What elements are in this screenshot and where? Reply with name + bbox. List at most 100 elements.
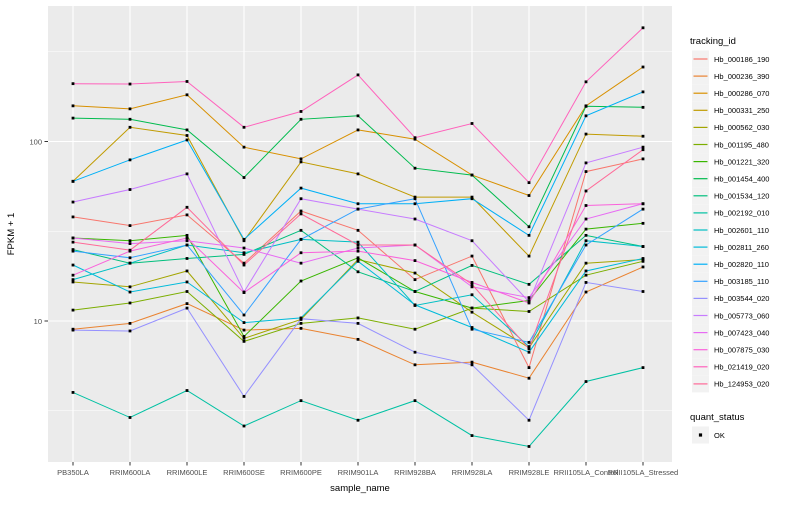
data-point (242, 339, 246, 343)
y-tick-label: 100 (29, 137, 42, 146)
legend-label-Hb_021419_020: Hb_021419_020 (714, 363, 769, 372)
data-point (299, 279, 303, 283)
data-point (128, 107, 132, 111)
data-point (242, 336, 246, 340)
legend-label-Hb_002192_010: Hb_002192_010 (714, 209, 769, 218)
data-point (242, 313, 246, 317)
data-point (299, 251, 303, 255)
data-point (185, 93, 189, 97)
data-point (185, 134, 189, 137)
data-point (128, 158, 132, 162)
data-point (299, 317, 303, 321)
data-point (527, 340, 531, 344)
data-point (527, 225, 531, 229)
data-point (299, 186, 303, 190)
data-point (128, 117, 132, 121)
legend-label-Hb_002601_110: Hb_002601_110 (714, 226, 769, 235)
data-point (185, 389, 189, 392)
data-point (242, 251, 246, 255)
data-point (584, 132, 588, 136)
data-point (356, 202, 360, 206)
data-point (242, 261, 246, 265)
data-point (641, 90, 645, 94)
data-point (641, 366, 645, 370)
data-point (584, 281, 588, 284)
legend-label-Hb_002811_260: Hb_002811_260 (714, 243, 769, 252)
data-point (584, 204, 588, 207)
data-point (356, 128, 360, 132)
data-point (584, 161, 588, 165)
x-tick-label: RRIM901LA (338, 468, 379, 477)
legend-title-quant-status: quant_status (690, 412, 745, 423)
data-point (641, 257, 645, 260)
data-point (128, 256, 132, 260)
data-point (527, 254, 531, 258)
data-point (413, 290, 417, 293)
data-point (527, 282, 531, 286)
data-point (527, 296, 531, 300)
data-point (470, 293, 474, 297)
data-point (527, 366, 531, 370)
data-point (71, 263, 75, 267)
data-point (356, 243, 360, 247)
data-point (413, 243, 417, 247)
data-point (527, 418, 531, 422)
data-point (527, 445, 531, 448)
data-point (71, 280, 75, 284)
data-point (128, 285, 132, 289)
data-point (185, 269, 189, 273)
data-point (527, 345, 531, 349)
data-point (470, 264, 474, 267)
data-point (356, 228, 360, 232)
data-point (641, 202, 645, 206)
x-tick-label: PB350LA (57, 468, 89, 477)
data-point (242, 246, 246, 250)
data-point (413, 303, 417, 307)
data-point (356, 256, 360, 260)
data-point (470, 360, 474, 364)
legend-label-Hb_002820_110: Hb_002820_110 (714, 260, 769, 269)
x-tick-label: RRIM600SE (223, 468, 265, 477)
data-point (413, 136, 417, 140)
data-point (242, 176, 246, 179)
data-point (470, 282, 474, 286)
data-point (128, 239, 132, 243)
x-tick-label: RRIM928LA (452, 468, 493, 477)
data-point (185, 80, 189, 83)
data-point (242, 125, 246, 129)
data-point (413, 399, 417, 403)
data-point (584, 217, 588, 221)
data-point (527, 376, 531, 380)
data-point (584, 114, 588, 118)
data-point (641, 145, 645, 149)
data-point (128, 416, 132, 419)
y-axis-label: FPKM + 1 (6, 213, 17, 256)
legend-label-Hb_000562_030: Hb_000562_030 (714, 123, 769, 132)
data-point (470, 122, 474, 125)
data-point (356, 73, 360, 77)
data-point (299, 197, 303, 201)
data-point (242, 145, 246, 149)
data-point (71, 328, 75, 332)
data-point (641, 245, 645, 248)
data-point (641, 290, 645, 293)
data-point (584, 290, 588, 294)
legend-label-Hb_000186_190: Hb_000186_190 (714, 55, 769, 64)
legend-label-Hb_001534_120: Hb_001534_120 (714, 192, 769, 201)
data-point (641, 265, 645, 269)
data-point (413, 259, 417, 263)
data-point (185, 257, 189, 260)
data-point (299, 261, 303, 265)
data-point (470, 197, 474, 201)
data-point (128, 290, 132, 294)
legend-label-Hb_003544_020: Hb_003544_020 (714, 294, 769, 303)
data-point (584, 380, 588, 383)
data-point (413, 195, 417, 199)
data-point (413, 137, 417, 141)
data-point (299, 321, 303, 325)
data-point (470, 285, 474, 289)
data-point (185, 243, 189, 247)
data-point (71, 249, 75, 253)
data-point (71, 240, 75, 244)
x-tick-label: RRII105LA_Control (553, 468, 618, 477)
